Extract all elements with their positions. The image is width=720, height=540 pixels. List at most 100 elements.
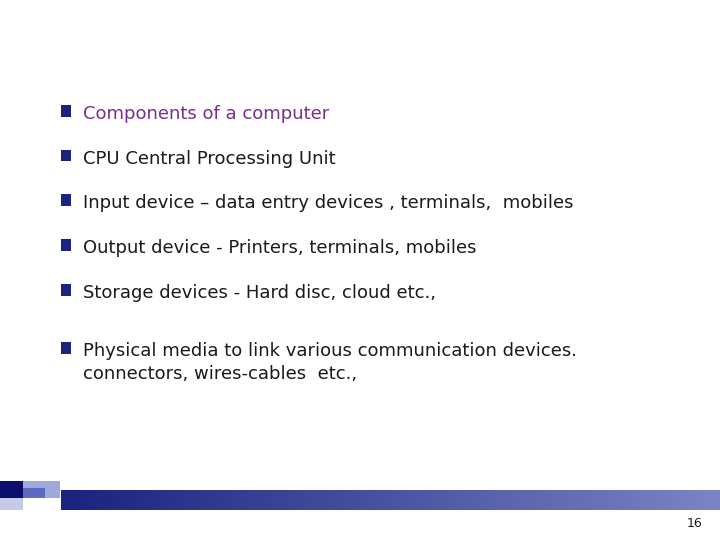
- Bar: [472, 490, 474, 510]
- Bar: [118, 490, 121, 510]
- Bar: [145, 490, 148, 510]
- Bar: [112, 490, 114, 510]
- Bar: [718, 490, 720, 510]
- Bar: [674, 490, 677, 510]
- Bar: [212, 490, 216, 510]
- Bar: [601, 490, 604, 510]
- Bar: [595, 490, 598, 510]
- Bar: [235, 490, 238, 510]
- Bar: [373, 490, 376, 510]
- Bar: [393, 490, 396, 510]
- Bar: [555, 490, 558, 510]
- Bar: [603, 490, 606, 510]
- Bar: [507, 490, 510, 510]
- Bar: [586, 490, 589, 510]
- Bar: [191, 490, 194, 510]
- Bar: [61, 284, 71, 296]
- Bar: [182, 490, 185, 510]
- Bar: [661, 490, 664, 510]
- Bar: [496, 490, 499, 510]
- Bar: [283, 490, 286, 510]
- Bar: [94, 490, 97, 510]
- Bar: [168, 490, 172, 510]
- Bar: [406, 490, 409, 510]
- Bar: [224, 490, 227, 510]
- Bar: [151, 490, 154, 510]
- Bar: [166, 490, 169, 510]
- Bar: [689, 490, 692, 510]
- Bar: [597, 490, 600, 510]
- Bar: [329, 490, 332, 510]
- Bar: [434, 490, 438, 510]
- Bar: [272, 490, 275, 510]
- Bar: [423, 490, 426, 510]
- Bar: [92, 490, 95, 510]
- Bar: [529, 490, 532, 510]
- Bar: [312, 490, 315, 510]
- Bar: [707, 490, 710, 510]
- Bar: [516, 490, 518, 510]
- Bar: [132, 490, 135, 510]
- Bar: [333, 490, 336, 510]
- Bar: [437, 490, 440, 510]
- Bar: [454, 490, 457, 510]
- Bar: [421, 490, 424, 510]
- Bar: [426, 490, 428, 510]
- Bar: [88, 490, 91, 510]
- Bar: [63, 490, 66, 510]
- Bar: [428, 490, 431, 510]
- Bar: [101, 490, 104, 510]
- Bar: [665, 490, 668, 510]
- Bar: [178, 490, 181, 510]
- Bar: [358, 490, 361, 510]
- Bar: [228, 490, 231, 510]
- Bar: [276, 490, 279, 510]
- Bar: [709, 490, 712, 510]
- Bar: [184, 490, 187, 510]
- Bar: [527, 490, 530, 510]
- Bar: [377, 490, 380, 510]
- Bar: [206, 490, 209, 510]
- Bar: [149, 490, 152, 510]
- Bar: [76, 490, 79, 510]
- Bar: [90, 490, 93, 510]
- Bar: [652, 490, 655, 510]
- Bar: [136, 490, 139, 510]
- Bar: [647, 490, 650, 510]
- Bar: [611, 490, 613, 510]
- Bar: [505, 490, 508, 510]
- Bar: [569, 490, 572, 510]
- Bar: [388, 490, 392, 510]
- Bar: [536, 490, 539, 510]
- Bar: [296, 490, 299, 510]
- Bar: [210, 490, 213, 510]
- Bar: [68, 490, 71, 510]
- Bar: [657, 490, 660, 510]
- Bar: [575, 490, 578, 510]
- Bar: [687, 490, 690, 510]
- Bar: [281, 490, 284, 510]
- Bar: [465, 490, 468, 510]
- Bar: [241, 490, 244, 510]
- Bar: [84, 490, 86, 510]
- Bar: [691, 490, 694, 510]
- Bar: [490, 490, 492, 510]
- Bar: [410, 490, 413, 510]
- Bar: [81, 490, 84, 510]
- Bar: [226, 490, 229, 510]
- Bar: [274, 490, 277, 510]
- Bar: [643, 490, 646, 510]
- Bar: [45, 481, 60, 498]
- Bar: [590, 490, 593, 510]
- Bar: [564, 490, 567, 510]
- Bar: [542, 490, 545, 510]
- Text: Output device - Printers, terminals, mobiles: Output device - Printers, terminals, mob…: [83, 239, 477, 257]
- Bar: [509, 490, 512, 510]
- Bar: [621, 490, 624, 510]
- Bar: [632, 490, 635, 510]
- Bar: [195, 490, 198, 510]
- Bar: [256, 490, 260, 510]
- Bar: [120, 490, 123, 510]
- Bar: [549, 490, 552, 510]
- Bar: [220, 490, 222, 510]
